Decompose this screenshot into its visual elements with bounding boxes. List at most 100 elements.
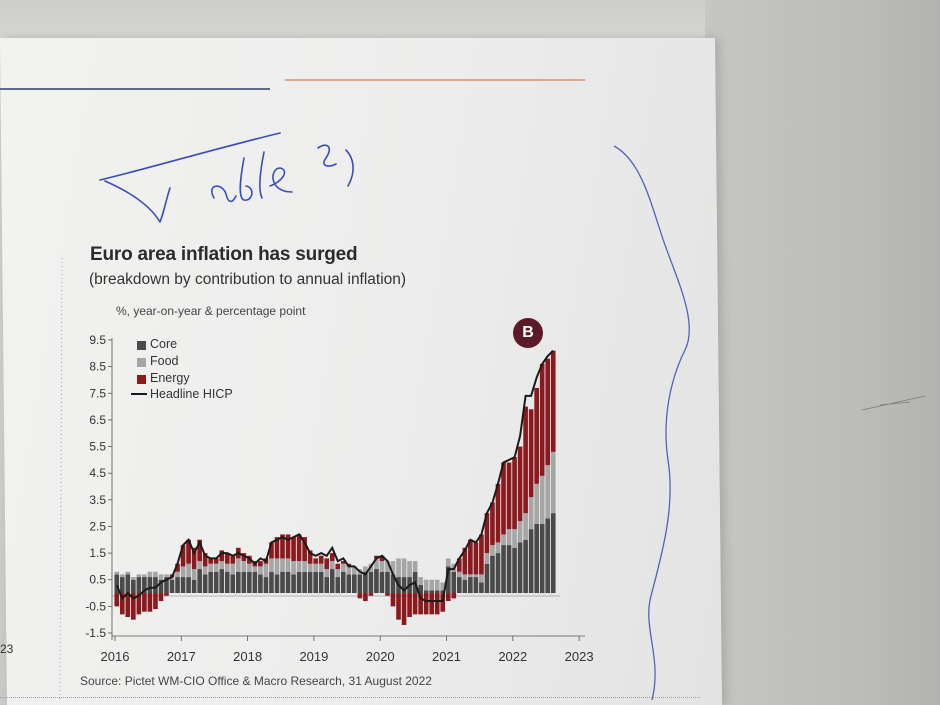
bar-segment-energy	[528, 409, 534, 498]
bar-segment-food	[374, 558, 379, 570]
bar-segment-core	[429, 590, 435, 594]
headline-hicp-line	[115, 349, 554, 602]
bar-segment-energy	[445, 593, 451, 602]
bar-segment-energy	[285, 534, 291, 559]
bar-segment-core	[418, 585, 423, 594]
bar-segment-energy	[468, 539, 473, 575]
bar-segment-food	[473, 574, 479, 578]
paper-top-edge	[0, 0, 705, 42]
bar-segment-core	[169, 579, 175, 594]
bar-segment-food	[412, 561, 418, 572]
chart-title: Euro area inflation has surged	[90, 244, 358, 265]
bar-segment-energy	[274, 537, 280, 559]
bar-segment-core	[313, 571, 318, 594]
bar-layer	[114, 350, 556, 626]
bar-segment-energy	[385, 593, 390, 596]
bar-segment-core	[269, 571, 274, 594]
bar-segment-food	[114, 571, 120, 575]
bar-segment-core	[423, 590, 429, 594]
y-tick-label: 5.5	[89, 440, 106, 454]
chart-source: Source: Pictet WM-CIO Office & Macro Res…	[80, 674, 432, 688]
bar-segment-food	[169, 577, 175, 580]
bar-segment-core	[490, 555, 495, 594]
bar-segment-core	[335, 577, 341, 594]
bar-segment-energy	[340, 561, 346, 564]
bar-segment-food	[324, 569, 330, 578]
bar-segment-food	[280, 558, 285, 572]
bar-segment-energy	[318, 555, 324, 564]
bar-segment-energy	[550, 350, 556, 452]
bar-segment-core	[307, 571, 313, 594]
bar-segment-core	[235, 571, 241, 594]
bar-segment-core	[374, 569, 379, 594]
bar-segment-energy	[158, 593, 164, 602]
bar-segment-core	[125, 574, 131, 594]
bar-segment-energy	[517, 446, 523, 522]
bar-segment-core	[147, 577, 153, 594]
bar-segment-core	[241, 571, 247, 594]
bar-segment-food	[219, 561, 225, 570]
bar-segment-food	[479, 574, 484, 583]
legend-label-core: Core	[150, 337, 178, 351]
bar-segment-core	[213, 571, 219, 594]
bar-segment-food	[517, 521, 523, 543]
ink-margin-line	[613, 145, 690, 701]
bar-segment-food	[440, 582, 446, 591]
bar-segment-food	[131, 577, 136, 580]
bar-segment-food	[545, 465, 551, 519]
bar-segment-core	[456, 577, 462, 594]
bar-segment-food	[401, 558, 407, 578]
bar-segment-food	[445, 558, 451, 567]
bar-segment-core	[484, 563, 490, 594]
bar-segment-food	[164, 574, 169, 578]
bar-segment-energy	[164, 593, 169, 596]
bar-segment-food	[186, 563, 191, 578]
bar-segment-core	[274, 574, 280, 594]
bar-segment-energy	[191, 547, 197, 570]
bar-segment-core	[285, 571, 291, 594]
bar-segment-food	[202, 566, 208, 575]
y-tick-label: 3.5	[89, 493, 106, 507]
bar-segment-energy	[335, 563, 341, 570]
x-tick-label: 2022	[498, 649, 527, 664]
bar-segment-core	[445, 566, 451, 594]
bar-segment-energy	[202, 553, 208, 567]
bar-segment-energy	[213, 558, 219, 564]
bar-segment-food	[329, 561, 335, 570]
bar-segment-food	[224, 563, 230, 572]
bar-segment-food	[213, 563, 219, 572]
bar-segment-energy	[296, 534, 302, 562]
x-tick-label: 2019	[299, 649, 328, 664]
bar-segment-core	[434, 590, 440, 594]
bar-segment-food	[379, 561, 385, 572]
bar-segment-core	[534, 523, 539, 594]
y-tick-label: 9.5	[89, 333, 106, 347]
legend-swatch-food	[137, 358, 146, 367]
bar-segment-food	[197, 561, 202, 570]
bar-segment-core	[550, 513, 556, 594]
bar-segment-food	[274, 558, 280, 575]
bar-segment-food	[352, 566, 357, 575]
bar-segment-food	[495, 542, 501, 554]
y-tick-label: 6.5	[89, 413, 106, 427]
bar-segment-food	[539, 475, 545, 524]
bar-segment-food	[363, 566, 368, 572]
bar-segment-energy	[324, 558, 330, 570]
bar-segment-energy	[357, 593, 363, 599]
bar-segment-core	[495, 553, 501, 594]
bar-segment-energy	[153, 593, 158, 610]
bar-segment-core	[131, 579, 136, 594]
x-tick-label: 2016	[101, 649, 130, 664]
bar-segment-energy	[329, 553, 335, 562]
bar-segment-core	[462, 579, 468, 594]
bar-segment-core	[440, 590, 446, 594]
bar-segment-food	[423, 579, 429, 591]
bar-segment-food	[158, 574, 164, 580]
bar-segment-food	[396, 558, 401, 578]
bar-segment-food	[191, 569, 197, 580]
bottom-dotted-rule	[0, 697, 700, 698]
bar-segment-core	[258, 574, 263, 594]
bar-segment-core	[473, 577, 479, 594]
bar-segment-food	[340, 563, 346, 572]
